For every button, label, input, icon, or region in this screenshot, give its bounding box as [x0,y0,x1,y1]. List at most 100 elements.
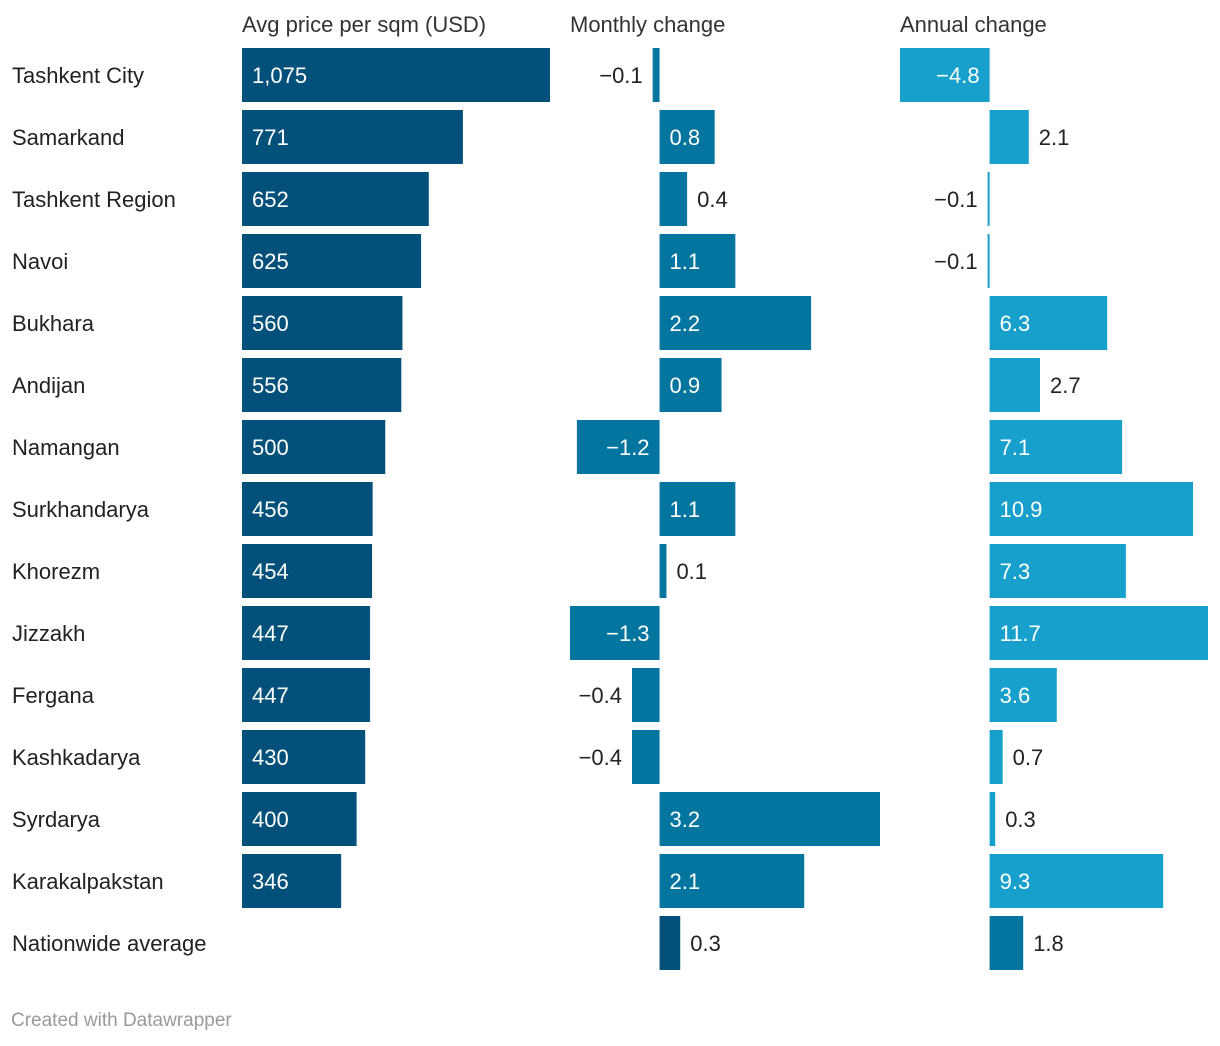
bar-3 [989,606,1208,660]
bar-2 [659,296,812,350]
bar-3 [989,110,1029,164]
chart-area: Avg price per sqm (USD) Monthly change Ann… [12,12,1208,970]
value-label: 0.3 [690,931,721,956]
value-label: 652 [252,187,289,212]
row-label: Karakalpakstan [12,869,164,894]
chart-row: Jizzakh 447 −1.3 11.7 [12,606,1208,660]
bar-2 [659,854,805,908]
row-label: Namangan [12,435,120,460]
chart-row: Bukhara 560 2.2 6.3 [12,296,1108,350]
value-label: 3.2 [670,807,701,832]
bar-2 [659,482,736,536]
row-label: Surkhandarya [12,497,150,522]
chart-row: Karakalpakstan 346 2.1 9.3 [12,854,1164,908]
value-label: 625 [252,249,289,274]
row-label: Tashkent Region [12,187,176,212]
value-label: 430 [252,745,289,770]
value-label: 9.3 [1000,869,1031,894]
value-label: 454 [252,559,289,584]
chart-row: Kashkadarya 430 −0.4 0.7 [12,730,1043,784]
chart-row: Andijan 556 0.9 2.7 [12,358,1081,412]
value-label: −0.4 [579,683,622,708]
value-label: 456 [252,497,289,522]
value-label: 7.1 [1000,435,1031,460]
chart-row: Syrdarya 400 3.2 0.3 [12,792,1036,846]
bar-2 [659,792,880,846]
column-header-3: Annual change [900,12,1047,37]
bar-2 [570,606,660,660]
value-label: −0.4 [579,745,622,770]
row-label: Tashkent City [12,63,144,88]
bar-1 [242,606,371,660]
bar-1 [242,234,422,288]
value-label: 400 [252,807,289,832]
value-label: 447 [252,621,289,646]
bar-2 [659,916,681,970]
bar-2 [632,668,660,722]
value-label: 771 [252,125,289,150]
value-label: 3.6 [1000,683,1031,708]
bar-1 [242,482,373,536]
bar-2 [659,544,667,598]
value-label: 1.1 [670,497,701,522]
chart-row: Nationwide average 0.3 1.8 [12,916,1064,970]
bar-3 [989,854,1164,908]
value-label: 11.7 [1000,621,1041,646]
bar-1 [242,730,366,784]
chart-row: Namangan 500 −1.2 7.1 [12,420,1123,474]
value-label: 447 [252,683,289,708]
row-label: Nationwide average [12,931,206,956]
row-label: Jizzakh [12,621,85,646]
bar-3 [989,668,1057,722]
value-label: 0.3 [1005,807,1036,832]
value-label: −4.8 [936,63,979,88]
value-label: −1.3 [606,621,649,646]
value-label: 560 [252,311,289,336]
value-label: 7.3 [1000,559,1031,584]
value-label: 2.7 [1050,373,1081,398]
chart-row: Fergana 447 −0.4 3.6 [12,668,1057,722]
bar-3 [987,172,990,226]
bar-1 [242,296,403,350]
value-label: 500 [252,435,289,460]
value-label: 1.1 [670,249,701,274]
value-label: 2.1 [670,869,701,894]
row-label: Andijan [12,373,85,398]
bar-3 [989,916,1024,970]
value-label: 346 [252,869,289,894]
bar-2 [659,110,715,164]
value-label: 0.8 [670,125,701,150]
chart-row: Tashkent Region 652 0.4 −0.1 [12,172,990,226]
bar-2 [652,48,660,102]
datawrapper-credit[interactable]: Created with Datawrapper [11,1010,232,1031]
value-label: −1.2 [606,435,649,460]
bar-1 [242,358,402,412]
bar-3 [987,234,990,288]
row-label: Syrdarya [12,807,101,832]
row-label: Khorezm [12,559,100,584]
value-label: 0.7 [1013,745,1044,770]
value-label: 2.1 [1039,125,1070,150]
row-label: Bukhara [12,311,95,336]
bar-1 [242,668,371,722]
bar-1 [242,172,429,226]
row-label: Kashkadarya [12,745,141,770]
bar-3 [989,358,1040,412]
value-label: −0.1 [934,187,977,212]
bar-3 [989,730,1003,784]
value-label: 1.8 [1033,931,1064,956]
value-label: 1,075 [252,63,307,88]
bar-2 [659,358,722,412]
bar-3 [989,482,1194,536]
bar-3 [989,544,1126,598]
chart-row: Navoi 625 1.1 −0.1 [12,234,990,288]
bar-3 [900,48,990,102]
value-label: 6.3 [1000,311,1031,336]
row-label: Navoi [12,249,68,274]
bar-2 [576,420,660,474]
value-label: 556 [252,373,289,398]
bar-2 [632,730,660,784]
bar-1 [242,48,550,102]
value-label: −0.1 [599,63,642,88]
bar-2 [659,234,736,288]
